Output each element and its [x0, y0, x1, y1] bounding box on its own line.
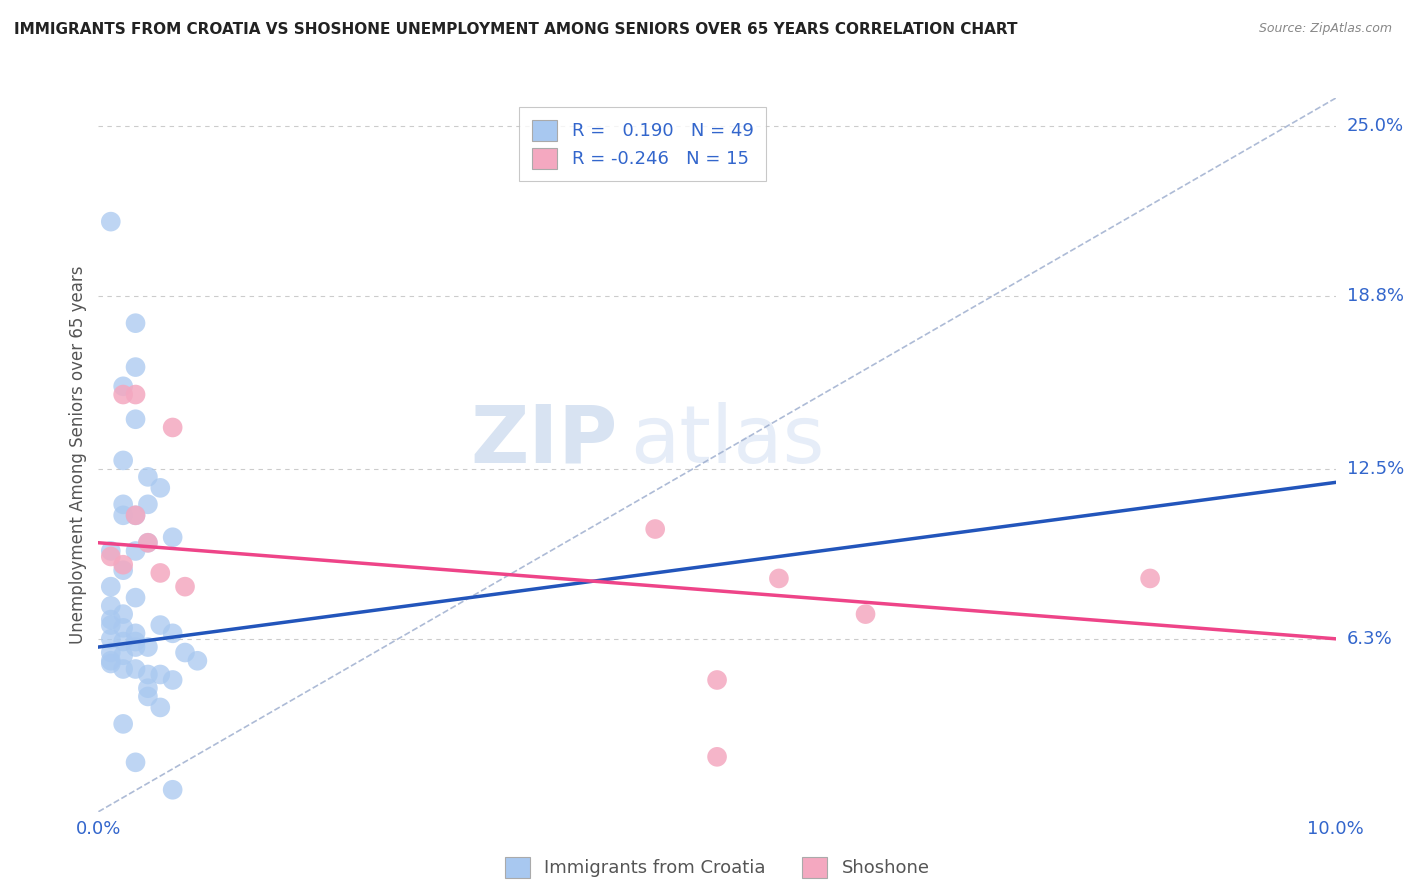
Text: 25.0%: 25.0%: [1347, 117, 1405, 135]
Point: [1139, 571, 1161, 585]
Text: atlas: atlas: [630, 401, 825, 480]
Point: [768, 571, 790, 585]
Point: [112, 634, 135, 648]
Point: [174, 580, 197, 594]
Text: IMMIGRANTS FROM CROATIA VS SHOSHONE UNEMPLOYMENT AMONG SENIORS OVER 65 YEARS COR: IMMIGRANTS FROM CROATIA VS SHOSHONE UNEM…: [14, 22, 1018, 37]
Point: [136, 535, 159, 549]
Point: [162, 530, 184, 544]
Point: [149, 566, 172, 580]
Point: [124, 508, 146, 523]
Point: [149, 618, 172, 632]
Point: [112, 387, 135, 401]
Point: [112, 379, 135, 393]
Point: [112, 453, 135, 467]
Point: [112, 508, 135, 523]
Point: [100, 580, 122, 594]
Point: [112, 648, 135, 663]
Point: [100, 544, 122, 558]
Point: [644, 522, 666, 536]
Point: [162, 782, 184, 797]
Point: [124, 508, 146, 523]
Text: Source: ZipAtlas.com: Source: ZipAtlas.com: [1258, 22, 1392, 36]
Point: [706, 673, 728, 687]
Point: [124, 756, 146, 770]
Point: [149, 667, 172, 681]
Point: [100, 646, 122, 660]
Point: [136, 497, 159, 511]
Point: [149, 700, 172, 714]
Text: 18.8%: 18.8%: [1347, 286, 1403, 305]
Point: [136, 667, 159, 681]
Point: [136, 535, 159, 549]
Point: [174, 646, 197, 660]
Point: [162, 420, 184, 434]
Point: [112, 563, 135, 577]
Point: [855, 607, 877, 621]
Y-axis label: Unemployment Among Seniors over 65 years: Unemployment Among Seniors over 65 years: [69, 266, 87, 644]
Point: [100, 654, 122, 668]
Point: [186, 654, 208, 668]
Point: [124, 387, 146, 401]
Point: [100, 549, 122, 564]
Point: [149, 481, 172, 495]
Point: [112, 607, 135, 621]
Point: [162, 626, 184, 640]
Point: [124, 662, 146, 676]
Point: [112, 621, 135, 635]
Point: [124, 634, 146, 648]
Point: [100, 214, 122, 228]
Point: [124, 640, 146, 654]
Point: [136, 640, 159, 654]
Point: [136, 690, 159, 704]
Point: [124, 316, 146, 330]
Text: 6.3%: 6.3%: [1347, 630, 1392, 648]
Point: [100, 657, 122, 671]
Point: [100, 632, 122, 646]
Text: 12.5%: 12.5%: [1347, 459, 1405, 477]
Point: [100, 613, 122, 627]
Point: [162, 673, 184, 687]
Point: [124, 591, 146, 605]
Point: [124, 412, 146, 426]
Point: [112, 662, 135, 676]
Point: [124, 544, 146, 558]
Point: [112, 558, 135, 572]
Point: [124, 626, 146, 640]
Legend: Immigrants from Croatia, Shoshone: Immigrants from Croatia, Shoshone: [498, 849, 936, 885]
Point: [136, 470, 159, 484]
Point: [124, 360, 146, 375]
Point: [706, 749, 728, 764]
Point: [112, 497, 135, 511]
Point: [100, 599, 122, 613]
Point: [136, 681, 159, 696]
Text: ZIP: ZIP: [471, 401, 619, 480]
Point: [100, 618, 122, 632]
Point: [112, 717, 135, 731]
